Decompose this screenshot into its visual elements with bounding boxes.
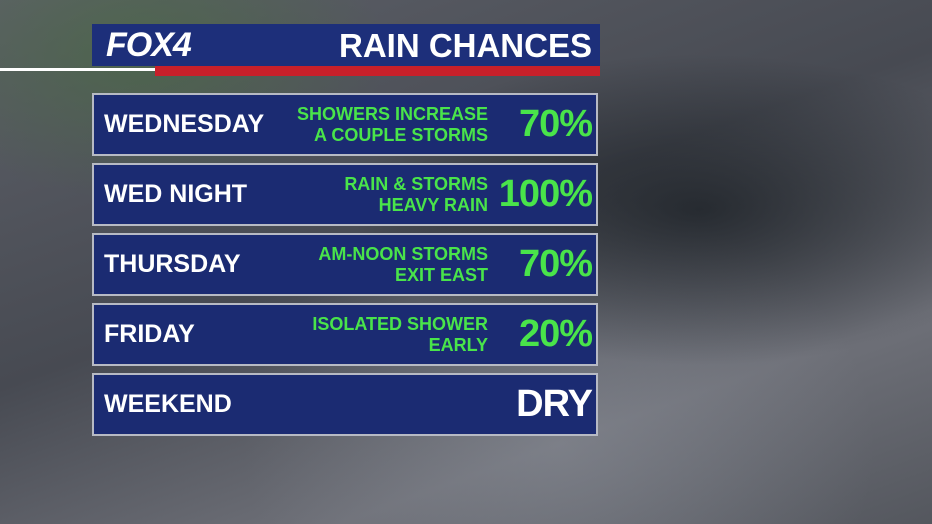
chance: DRY	[516, 383, 593, 425]
red-bar	[155, 66, 600, 76]
details: SHOWERS INCREASE A COUPLE STORMS	[297, 104, 488, 146]
day-label: WED NIGHT	[104, 180, 248, 208]
forecast-row: THURSDAY AM-NOON STORMS EXIT EAST 70%	[92, 233, 598, 296]
white-line	[0, 68, 155, 71]
forecast-row: FRIDAY ISOLATED SHOWER EARLY 20%	[92, 303, 598, 366]
detail-line: ISOLATED SHOWER	[312, 314, 488, 334]
forecast-row: WED NIGHT RAIN & STORMS HEAVY RAIN 100%	[92, 163, 598, 226]
detail-line: A COUPLE STORMS	[313, 125, 488, 145]
detail-line: RAIN & STORMS	[344, 174, 488, 194]
details: ISOLATED SHOWER EARLY	[312, 314, 488, 356]
detail-line: HEAVY RAIN	[378, 195, 488, 215]
forecast-row: WEEKEND DRY	[92, 373, 598, 436]
chance: 70%	[518, 103, 593, 145]
logo: FOX4	[106, 26, 192, 64]
day-label: FRIDAY	[104, 320, 195, 348]
day-label: WEDNESDAY	[104, 110, 265, 138]
day-label: WEEKEND	[104, 390, 232, 418]
forecast-row: WEDNESDAY SHOWERS INCREASE A COUPLE STORMS…	[92, 93, 598, 156]
title: RAIN CHANCES	[338, 27, 592, 64]
chance: 100%	[498, 173, 593, 215]
detail-line: SHOWERS INCREASE	[296, 104, 488, 124]
detail-line: AM-NOON STORMS	[318, 244, 488, 264]
details: RAIN & STORMS HEAVY RAIN	[344, 174, 488, 216]
detail-line: EARLY	[428, 335, 488, 355]
chance: 70%	[518, 243, 593, 285]
details: AM-NOON STORMS EXIT EAST	[318, 244, 488, 286]
detail-line: EXIT EAST	[394, 265, 488, 285]
header: FOX4 RAIN CHANCES	[92, 24, 600, 66]
day-label: THURSDAY	[104, 250, 241, 278]
chance: 20%	[518, 313, 593, 355]
